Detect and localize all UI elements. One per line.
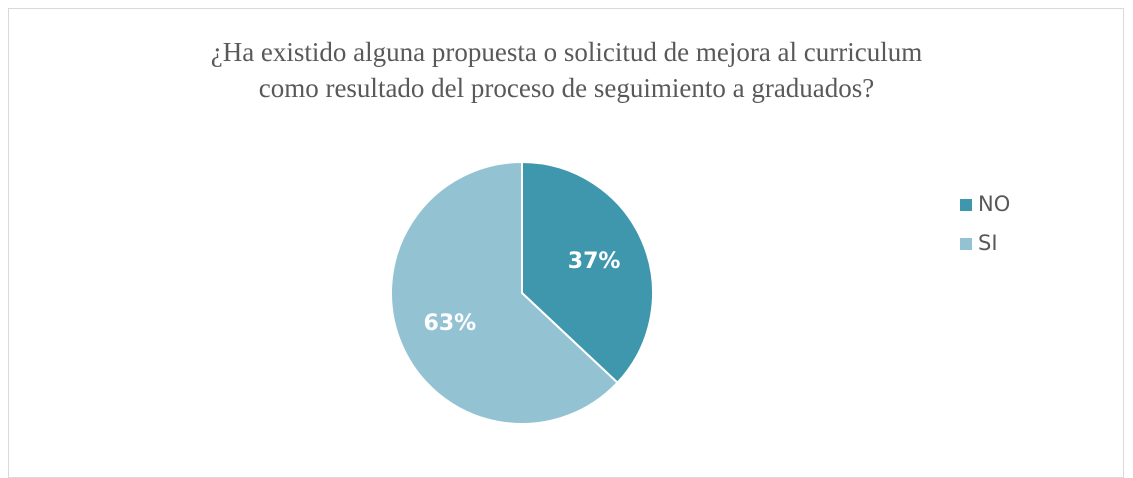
legend-swatch bbox=[960, 199, 972, 211]
data-label: 37% bbox=[568, 249, 621, 274]
legend-label: SI bbox=[978, 231, 998, 255]
page: {"chart_data": {"type": "pie", "title": … bbox=[0, 8, 1133, 478]
pie-slice bbox=[390, 160, 619, 425]
legend-label: NO bbox=[978, 192, 1010, 216]
title-wrap: ¿Ha existido alguna propuesta o solicitu… bbox=[0, 34, 1133, 106]
pie-slice bbox=[521, 160, 654, 385]
chart: 37% 63% NO SI bbox=[390, 160, 1010, 425]
chart-title: ¿Ha existido alguna propuesta o solicitu… bbox=[210, 37, 923, 103]
legend-swatch bbox=[960, 238, 972, 250]
data-label: 63% bbox=[424, 311, 477, 336]
